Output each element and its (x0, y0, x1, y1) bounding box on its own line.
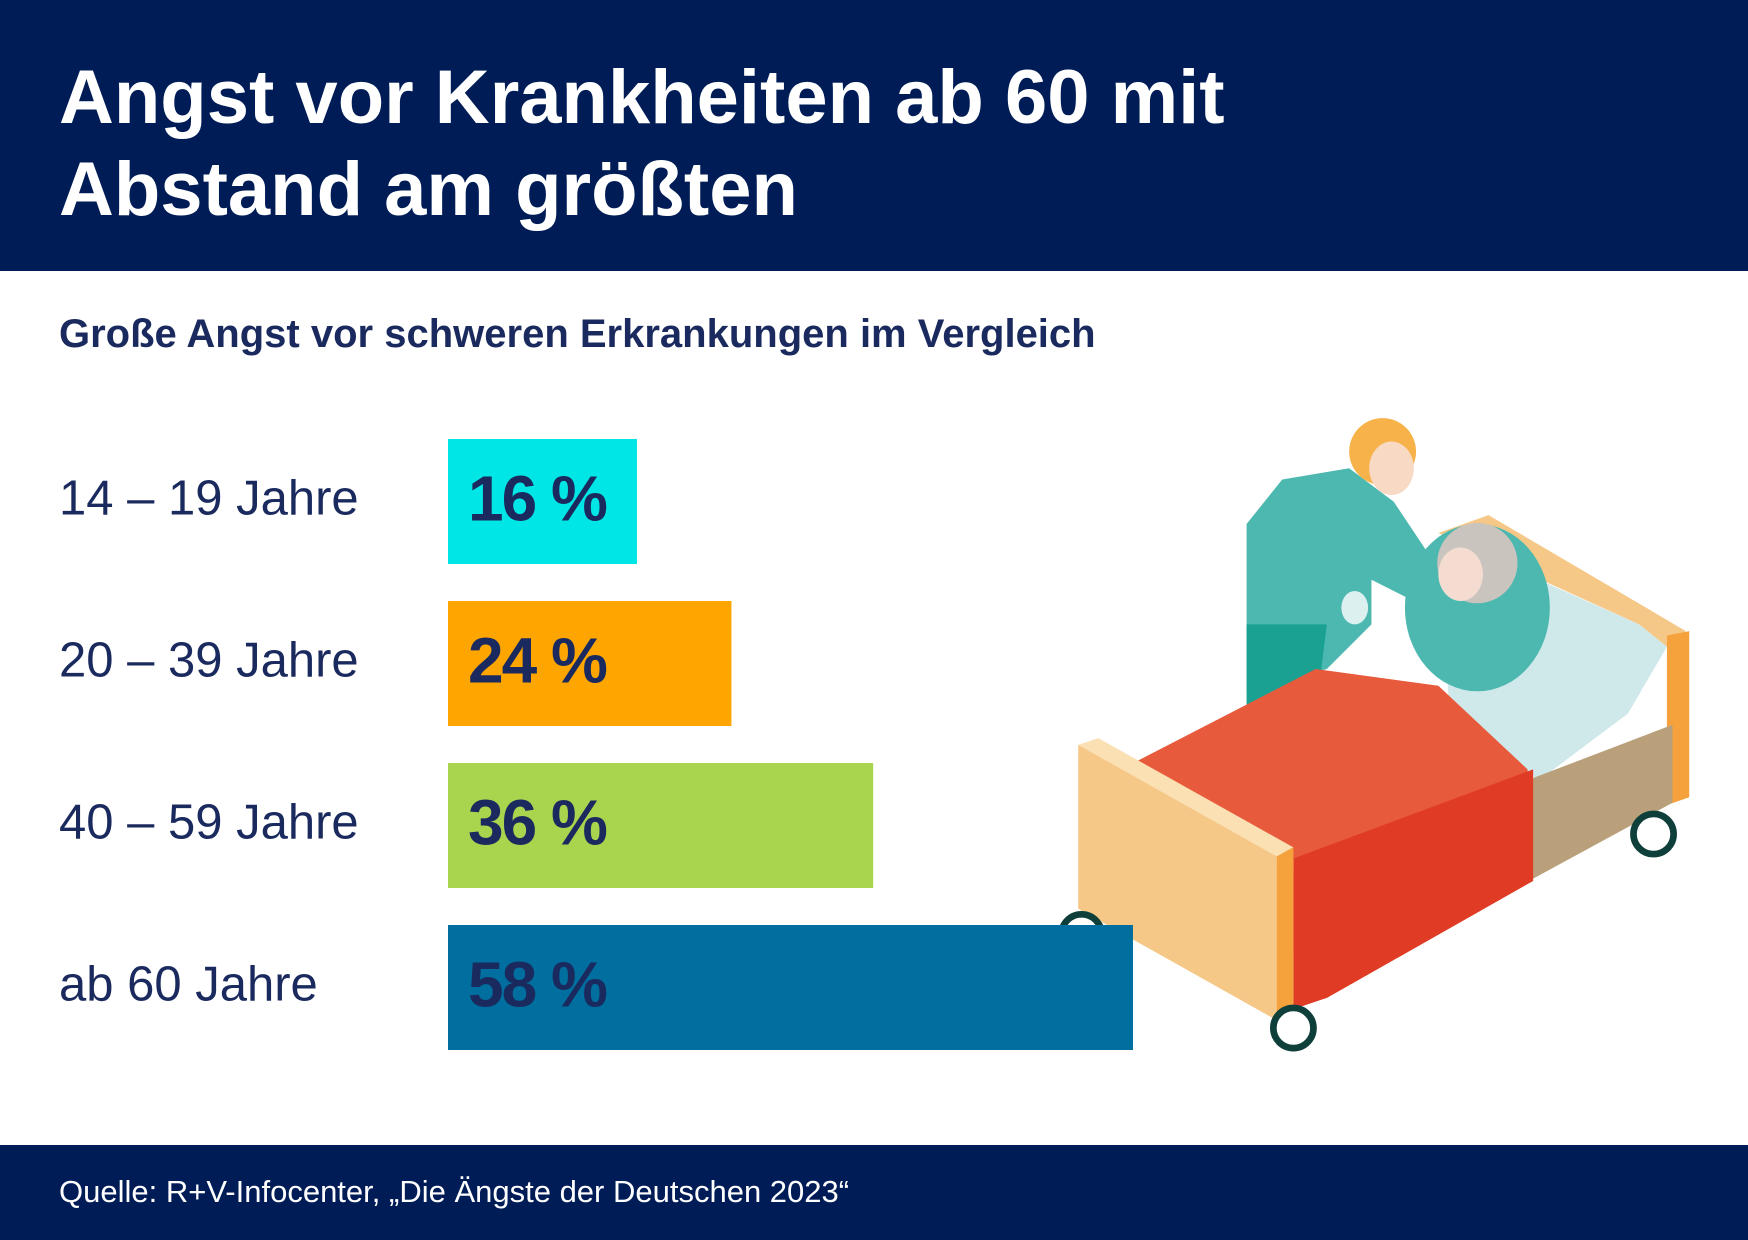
footer: Quelle: R+V-Infocenter, „Die Ängste der … (0, 1145, 1748, 1240)
chart-subtitle: Große Angst vor schweren Erkrankungen im… (59, 312, 1096, 356)
illustration (1058, 418, 1690, 1052)
value-label: 58 % (468, 948, 607, 1020)
category-label: 20 – 39 Jahre (59, 633, 359, 687)
category-label: ab 60 Jahre (59, 957, 318, 1011)
bar (448, 601, 732, 726)
bar (448, 925, 1133, 1050)
header: Angst vor Krankheiten ab 60 mit Abstand … (0, 0, 1748, 271)
value-label: 24 % (468, 624, 607, 696)
source-note: Quelle: R+V-Infocenter, „Die Ängste der … (59, 1174, 850, 1209)
value-label: 36 % (468, 786, 607, 858)
category-label: 40 – 59 Jahre (59, 795, 359, 849)
chart-title: Angst vor Krankheiten ab 60 mit Abstand … (59, 55, 1225, 232)
bar (448, 439, 637, 564)
bar (448, 763, 874, 888)
value-label: 16 % (468, 462, 607, 534)
category-label: 14 – 19 Jahre (59, 471, 359, 525)
